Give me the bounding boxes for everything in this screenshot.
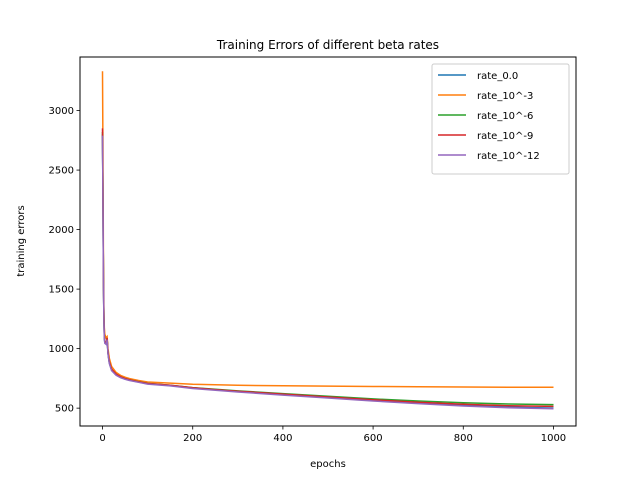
x-tick-label: 1000 [541, 433, 566, 444]
legend-entry: rate_10^-6 [477, 111, 533, 122]
legend-entry: rate_0.0 [477, 71, 518, 82]
legend-entry: rate_10^-9 [477, 131, 533, 142]
x-tick-label: 800 [454, 433, 473, 444]
x-tick-label: 400 [273, 433, 292, 444]
series-line-4 [101, 135, 554, 410]
x-tick-label: 600 [364, 433, 383, 444]
legend: rate_0.0 rate_10^-3 rate_10^-6 rate_10^-9ra… [431, 63, 570, 175]
legend-entry: rate_10^-12 [477, 151, 540, 162]
y-axis-label: training errors [16, 205, 27, 276]
x-axis: 0 200 400 600 800 1000 [99, 426, 566, 444]
y-tick-label: 2000 [49, 225, 74, 236]
x-tick-label: 0 [99, 433, 105, 444]
y-axis: 500 1000 1500 2000 2500 3000 [49, 106, 80, 415]
y-tick-label: 1000 [49, 344, 74, 355]
y-tick-label: 1500 [49, 285, 74, 296]
legend-entry: rate_10^-3 [477, 91, 533, 102]
y-tick-label: 2500 [49, 166, 74, 177]
y-tick-label: 500 [55, 404, 74, 415]
x-axis-label: epochs [310, 459, 346, 470]
chart-title: Training Errors of different beta rates [216, 38, 439, 52]
x-tick-label: 200 [183, 433, 202, 444]
y-tick-label: 3000 [49, 106, 74, 117]
legend-box [431, 63, 570, 175]
axes-frame [79, 56, 577, 427]
plot-area [101, 71, 554, 410]
